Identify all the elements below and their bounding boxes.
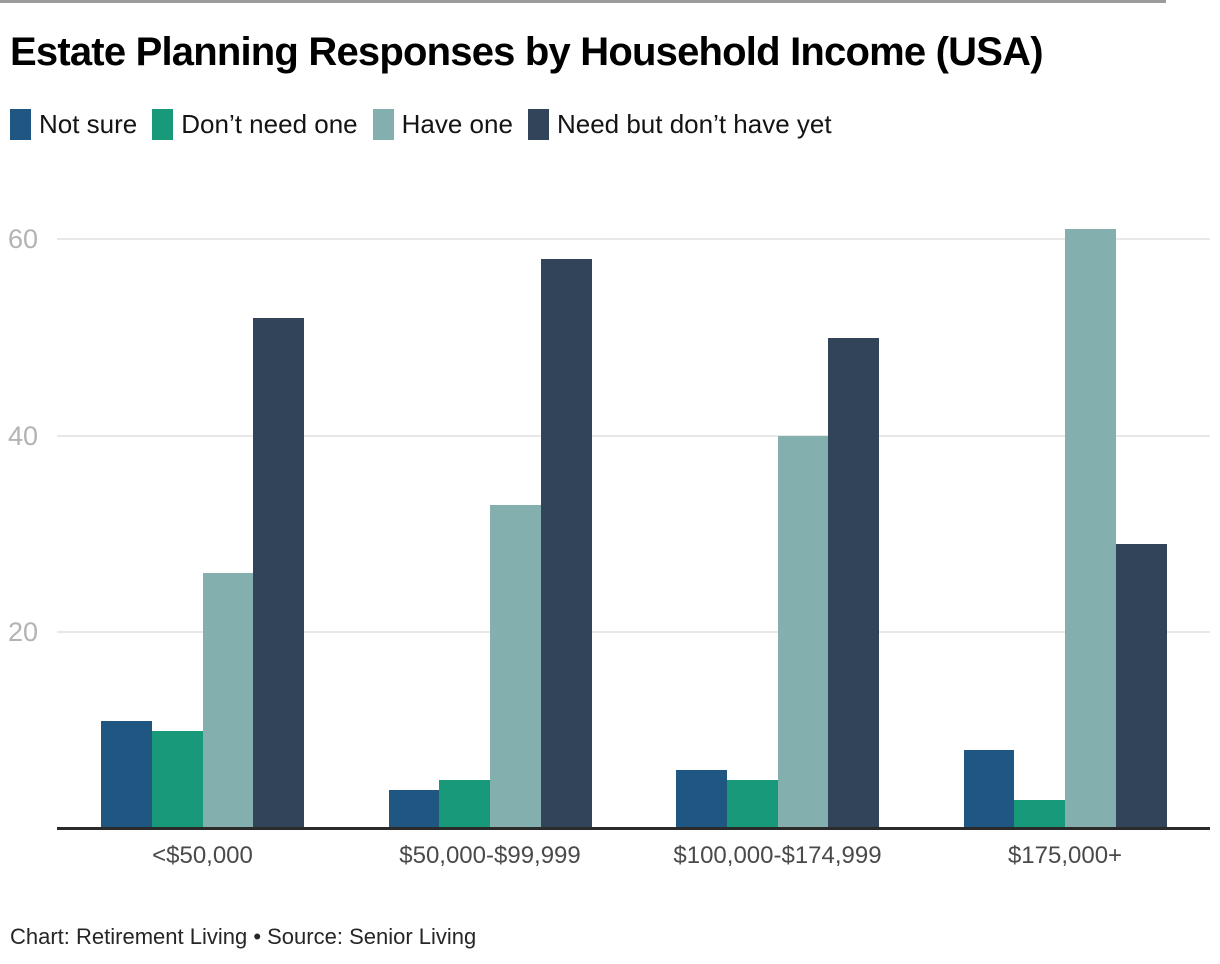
legend-item: Not sure	[10, 109, 137, 140]
x-tick-label: $100,000-$174,999	[673, 842, 882, 869]
bar	[490, 504, 541, 829]
window-top-edge	[0, 0, 1166, 3]
legend-label: Don’t need one	[181, 109, 358, 139]
y-tick-label: 60	[8, 224, 39, 255]
bar	[1115, 543, 1167, 829]
bar	[439, 779, 490, 829]
bar	[388, 789, 440, 829]
legend-item: Need but don’t have yet	[527, 109, 832, 140]
x-tick-label: $50,000-$99,999	[399, 842, 581, 869]
chart-title: Estate Planning Responses by Household I…	[10, 30, 1044, 74]
legend-label: Not sure	[39, 109, 138, 139]
y-tick-label: 40	[8, 420, 39, 451]
legend-label: Need but don’t have yet	[556, 109, 832, 139]
legend-swatch	[10, 109, 31, 140]
gridline-20	[57, 631, 1210, 634]
bar	[777, 435, 829, 829]
legend-item: Have one	[372, 109, 513, 140]
bar	[151, 730, 203, 829]
bar	[828, 337, 879, 829]
bar	[253, 317, 304, 829]
x-tick-label: $175,000+	[1007, 842, 1123, 869]
legend: Not sure Don’t need one Have one Need but d…	[10, 109, 847, 140]
legend-swatch	[527, 109, 549, 140]
y-tick-label: 20	[8, 617, 39, 648]
legend-item: Don’t need one	[152, 109, 358, 140]
bar	[540, 258, 592, 829]
bar	[676, 770, 727, 829]
legend-swatch	[152, 109, 174, 140]
bar	[1014, 799, 1065, 829]
bar	[726, 779, 778, 829]
bar	[1065, 229, 1116, 829]
x-tick-label: <$50,000	[152, 842, 253, 869]
bar	[963, 750, 1015, 829]
gridline-40	[57, 434, 1210, 437]
x-axis-line	[57, 827, 1210, 830]
bar	[101, 720, 152, 829]
chart-footer: Chart: Retirement Living • Source: Senio…	[10, 924, 477, 949]
legend-swatch	[372, 109, 394, 140]
gridline-60	[57, 238, 1210, 241]
bar	[202, 573, 254, 829]
legend-label: Have one	[401, 109, 513, 139]
